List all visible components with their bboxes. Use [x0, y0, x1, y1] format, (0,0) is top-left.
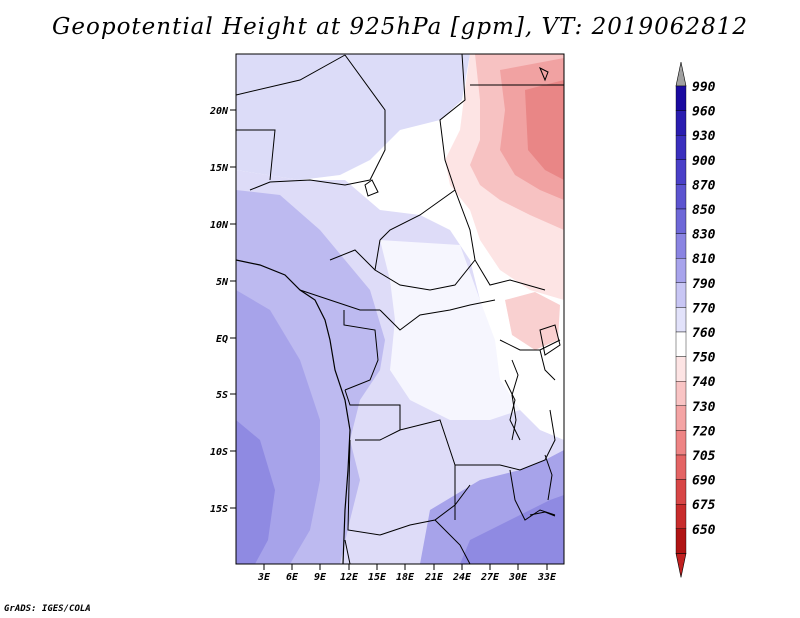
- lon-tick-label: 18E: [396, 572, 415, 583]
- lon-tick-label: 24E: [452, 572, 472, 583]
- colorbar-swatch: [675, 208, 687, 234]
- colorbar-label: 705: [692, 449, 716, 464]
- country-borders: [236, 54, 564, 564]
- colorbar-swatch: [675, 356, 687, 382]
- lake-kariba: [529, 511, 556, 517]
- colorbar-swatch: [675, 159, 687, 185]
- colorbar-label: 650: [692, 523, 716, 538]
- colorbar-swatch: [675, 258, 687, 284]
- colorbar-swatch: [675, 381, 687, 407]
- grads-credit: GrADS: IGES/COLA: [4, 604, 91, 614]
- atlantic-coastline: [236, 259, 351, 564]
- lake-tanganyika: [511, 359, 519, 441]
- lon-tick-label: 30E: [508, 572, 528, 583]
- field-region-720: [525, 80, 564, 180]
- lat-tick-label: 5N: [216, 277, 229, 288]
- lakes: [364, 66, 561, 517]
- colorbar-bottom-cap: [675, 553, 687, 578]
- colorbar-swatch: [675, 184, 687, 210]
- lat-tick-label: 5S: [216, 390, 228, 401]
- field-region-790-north: [236, 54, 470, 180]
- colorbar-label: 750: [692, 351, 716, 366]
- lake-malawi: [544, 454, 553, 501]
- colorbar-label: 930: [692, 129, 716, 144]
- field-region-850-southeast: [460, 495, 564, 564]
- colorbar-label: 730: [692, 400, 716, 415]
- lon-tick-label: 15E: [368, 572, 387, 583]
- colorbar-swatch: [675, 528, 687, 554]
- colorbar-label: 960: [692, 105, 716, 120]
- colorbar-label: 720: [692, 424, 716, 439]
- field-region-850: [236, 420, 275, 564]
- lat-tick-label: 15N: [210, 163, 229, 174]
- colorbar-label: 850: [692, 203, 716, 218]
- height-field: [236, 54, 564, 564]
- colorbar-swatch: [675, 282, 687, 308]
- colorbar-swatch: [675, 85, 687, 111]
- lon-tick-label: 6E: [286, 572, 299, 583]
- lon-tick-label: 9E: [314, 572, 327, 583]
- colorbar: 990 960 930 900 870 850 830 810 790 770 760 750 740 7…: [675, 61, 716, 578]
- colorbar-swatch: [675, 331, 687, 357]
- lake-nasser: [539, 66, 549, 82]
- colorbar-swatch: [675, 405, 687, 431]
- lon-tick-label: 27E: [480, 572, 500, 583]
- colorbar-label: 675: [692, 498, 716, 513]
- colorbar-swatch: [675, 233, 687, 259]
- colorbar-top-cap: [675, 61, 687, 87]
- map-frame: [235, 53, 565, 565]
- lat-tick-label: 10N: [210, 220, 229, 231]
- colorbar-label: 810: [692, 252, 716, 267]
- colorbar-label: 760: [692, 326, 716, 341]
- lake-chad: [364, 179, 379, 197]
- colorbar-label: 690: [692, 474, 716, 489]
- colorbar-swatch: [675, 430, 687, 456]
- lon-tick-label: 3E: [257, 572, 271, 583]
- lat-tick-label: 10S: [210, 447, 228, 458]
- lake-victoria: [539, 324, 561, 356]
- lat-tick-label: 15S: [210, 504, 228, 515]
- colorbar-label: 870: [692, 178, 716, 193]
- longitude-axis: 3E 6E 9E 12E 15E 18E 21E 24E 27E 30E 33E: [257, 564, 557, 583]
- lat-tick-label: 20N: [209, 106, 229, 117]
- colorbar-label: 830: [692, 228, 716, 243]
- colorbar-label: 790: [692, 277, 716, 292]
- lon-tick-label: 33E: [537, 572, 557, 583]
- colorbar-swatch: [675, 307, 687, 333]
- latitude-axis: 20N 15N 10N 5N EQ 5S 10S 15S: [209, 106, 236, 515]
- colorbar-label: 990: [692, 80, 716, 95]
- lon-tick-label: 21E: [424, 572, 444, 583]
- lat-tick-label: EQ: [216, 334, 228, 345]
- colorbar-swatch: [675, 479, 687, 505]
- colorbar-swatch: [675, 454, 687, 480]
- colorbar-label: 770: [692, 301, 716, 316]
- field-region-760: [380, 240, 520, 420]
- field-region-750-east: [505, 292, 560, 350]
- colorbar-swatch: [675, 110, 687, 136]
- colorbar-swatch: [675, 504, 687, 530]
- colorbar-label: 900: [692, 154, 716, 169]
- colorbar-swatch: [675, 134, 687, 160]
- chart-title: Geopotential Height at 925hPa [gpm], VT:…: [52, 14, 748, 40]
- colorbar-label: 740: [692, 375, 716, 390]
- lon-tick-label: 12E: [340, 572, 359, 583]
